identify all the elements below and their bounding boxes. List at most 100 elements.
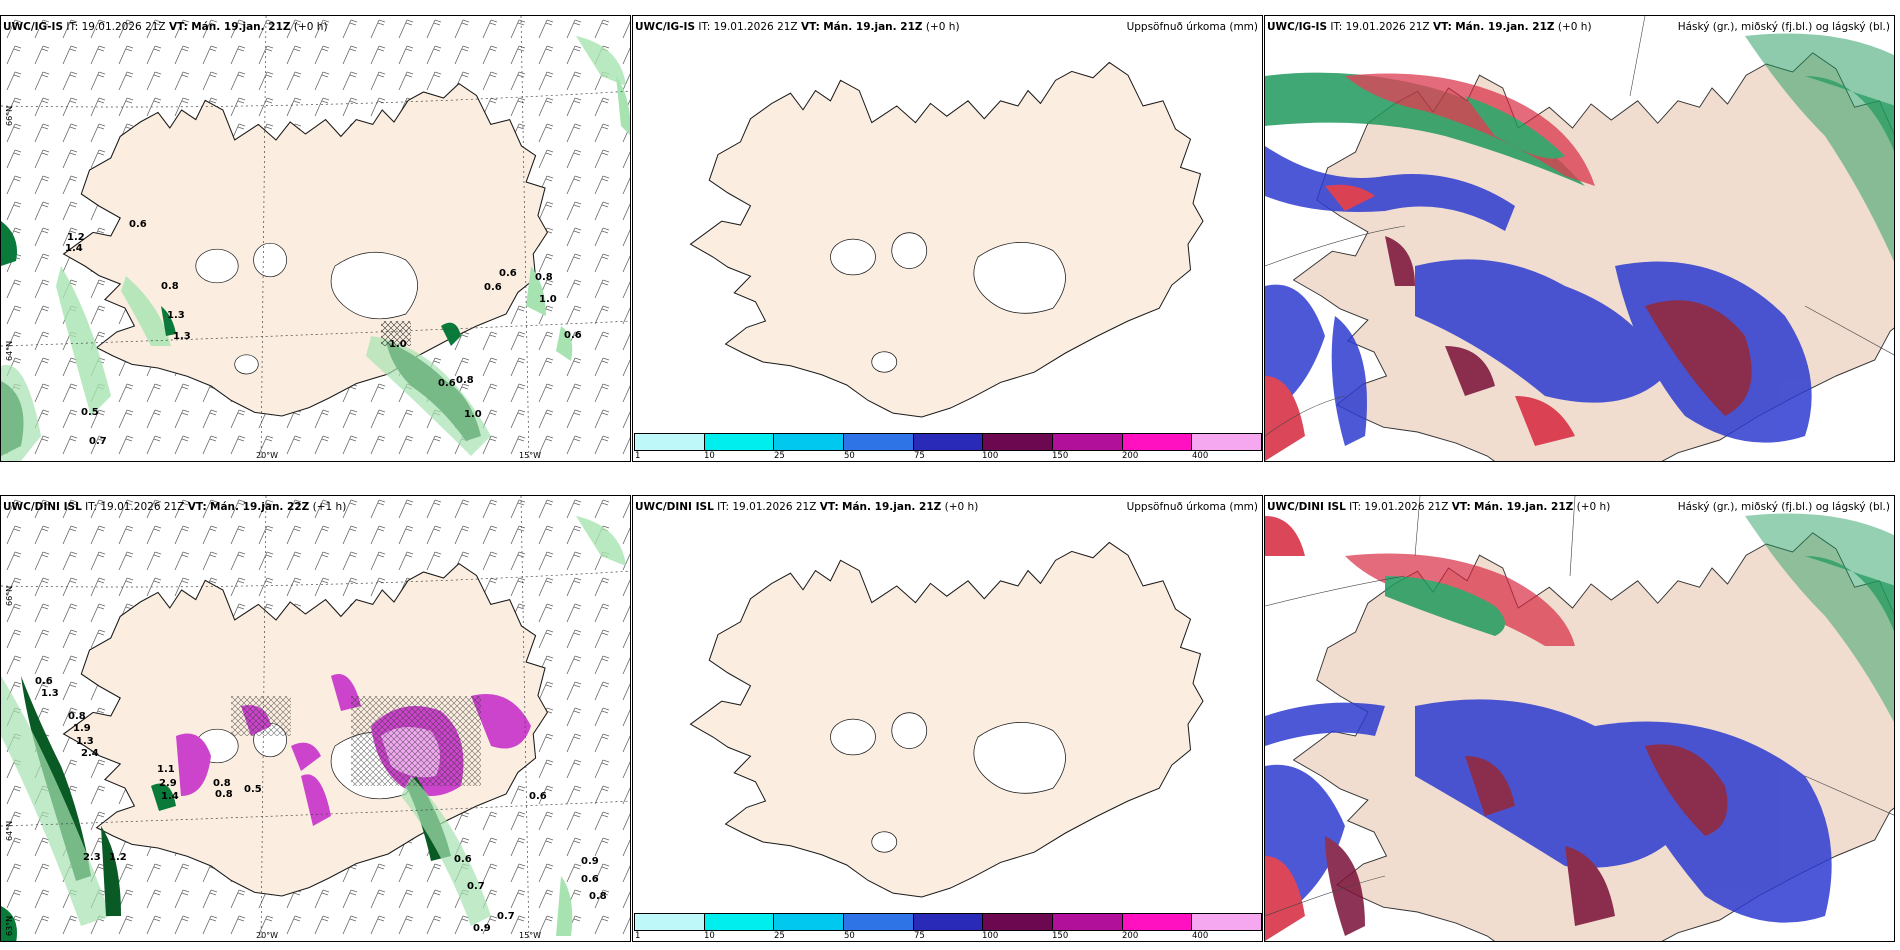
precip-value-label: 0.6 (438, 378, 456, 389)
panel-precip-wind-dini: UWC/DINI ISL IT: 19.01.2026 21Z VT: Mán.… (0, 495, 631, 942)
panel-header: UWC/DINI ISL IT: 19.01.2026 21Z VT: Mán.… (1267, 501, 1611, 513)
precip-value-label: 0.6 (499, 268, 517, 279)
panel-precip-wind-igis: UWC/IG-IS IT: 19.01.2026 21Z VT: Mán. 19… (0, 15, 631, 462)
precip-value-label: 0.9 (473, 923, 491, 934)
map-precip-wind (1, 496, 630, 941)
map-accumulated-precip (689, 61, 1204, 418)
colorbar-tick: 75 (914, 931, 925, 941)
panel-accumulated-precip-igis: UWC/IG-IS IT: 19.01.2026 21Z VT: Mán. 19… (632, 15, 1263, 462)
panel-clouds-dini: UWC/DINI ISL IT: 19.01.2026 21Z VT: Mán.… (1264, 495, 1895, 942)
precip-value-label: 1.2 (109, 852, 127, 863)
map-clouds (1265, 496, 1894, 941)
panel-header: UWC/DINI ISL IT: 19.01.2026 21Z VT: Mán.… (635, 501, 979, 513)
colorbar-tick: 100 (982, 931, 999, 941)
precip-value-label: 0.8 (213, 778, 231, 789)
colorbar (634, 913, 1262, 931)
precip-value-label: 1.2 (67, 232, 85, 243)
precip-value-label: 1.3 (167, 310, 185, 321)
colorbar-tick: 1 (635, 451, 641, 461)
precip-value-label: 1.3 (41, 688, 59, 699)
precip-value-label: 0.7 (467, 881, 485, 892)
map-precip-wind (1, 16, 630, 461)
colorbar-swatch (844, 914, 914, 930)
colorbar-tick: 100 (982, 451, 999, 461)
precip-value-label: 1.0 (464, 409, 482, 420)
colorbar-swatch (913, 914, 984, 930)
colorbar-swatch (983, 434, 1054, 450)
panel-clouds-igis: UWC/IG-IS IT: 19.01.2026 21Z VT: Mán. 19… (1264, 15, 1895, 462)
precip-value-label: 0.6 (35, 676, 53, 687)
colorbar-tick: 150 (1052, 931, 1069, 941)
colorbar-tick: 1 (635, 931, 641, 941)
precip-value-label: 0.6 (484, 282, 502, 293)
precip-value-label: 1.1 (157, 764, 175, 775)
lon-label: 15°W (519, 451, 542, 460)
colorbar-swatch (1053, 434, 1123, 450)
precip-value-label: 0.6 (529, 791, 547, 802)
colorbar-swatch (704, 434, 775, 450)
precip-value-label: 0.6 (564, 330, 582, 341)
colorbar-tick: 150 (1052, 451, 1069, 461)
graticule (1, 496, 630, 941)
colorbar-swatch (635, 914, 705, 930)
colorbar-ticks: 1 10 25 50 75 100 150 200 400 (634, 931, 1262, 941)
lon-label: 15°W (519, 931, 542, 940)
precip-value-label: 2.3 (83, 852, 101, 863)
lat-label: 63°N (5, 915, 14, 936)
colorbar-tick: 400 (1192, 451, 1209, 461)
panel-header: UWC/IG-IS IT: 19.01.2026 21Z VT: Mán. 19… (635, 21, 960, 33)
precip-value-label: 0.5 (244, 784, 262, 795)
colorbar-tick: 25 (774, 451, 785, 461)
colorbar-swatch (1122, 914, 1193, 930)
colorbar-tick: 400 (1192, 931, 1209, 941)
map-accumulated-precip (689, 541, 1204, 898)
colorbar (634, 433, 1262, 451)
colorbar-ticks: 1 10 25 50 75 100 150 200 400 (634, 451, 1262, 461)
precip-value-label: 0.6 (129, 219, 147, 230)
precip-value-label: 1.3 (173, 331, 191, 342)
colorbar-swatch (1122, 434, 1193, 450)
colorbar-swatch (1192, 434, 1262, 450)
colorbar-swatch (635, 434, 705, 450)
precip-value-label: 0.5 (81, 407, 99, 418)
lat-label: 66°N (5, 105, 14, 126)
panel-title: Uppsöfnuð úrkoma (mm) (1126, 21, 1258, 33)
colorbar-tick: 200 (1122, 451, 1139, 461)
panel-title: Uppsöfnuð úrkoma (mm) (1126, 501, 1258, 513)
colorbar-swatch (774, 434, 845, 450)
panel-title: Háský (gr.), miðský (fj.bl.) og lágský (… (1677, 21, 1890, 33)
precip-value-label: 1.0 (389, 339, 407, 350)
precip-value-label: 0.9 (581, 856, 599, 867)
colorbar-swatch (1053, 914, 1123, 930)
colorbar-tick: 50 (844, 931, 855, 941)
colorbar-swatch (913, 434, 984, 450)
precip-value-label: 1.4 (65, 243, 83, 254)
precip-value-label: 0.7 (89, 436, 107, 447)
precip-value-label: 0.8 (161, 281, 179, 292)
precip-value-label: 0.8 (456, 375, 474, 386)
panel-header: UWC/IG-IS IT: 19.01.2026 21Z VT: Mán. 19… (1267, 21, 1592, 33)
map-clouds (1265, 16, 1894, 461)
precip-value-label: 0.6 (454, 854, 472, 865)
precip-value-label: 1.9 (73, 723, 91, 734)
colorbar-tick: 200 (1122, 931, 1139, 941)
colorbar-tick: 10 (704, 931, 715, 941)
precip-value-label: 0.7 (497, 911, 515, 922)
graticule (1, 16, 630, 461)
colorbar-swatch (983, 914, 1054, 930)
precip-value-label: 0.8 (535, 272, 553, 283)
colorbar-tick: 50 (844, 451, 855, 461)
lat-label: 64°N (5, 340, 14, 361)
precip-value-label: 0.8 (589, 891, 607, 902)
precip-value-label: 0.8 (68, 711, 86, 722)
panel-header: UWC/IG-IS IT: 19.01.2026 21Z VT: Mán. 19… (3, 21, 328, 33)
lon-label: 20°W (256, 451, 279, 460)
precip-value-label: 0.8 (215, 789, 233, 800)
colorbar-swatch (774, 914, 845, 930)
colorbar-tick: 10 (704, 451, 715, 461)
lat-label: 64°N (5, 820, 14, 841)
precip-snow-shading (1, 516, 626, 941)
colorbar-swatch (704, 914, 775, 930)
colorbar-swatch (1192, 914, 1262, 930)
cloud-shading (1265, 33, 1894, 461)
